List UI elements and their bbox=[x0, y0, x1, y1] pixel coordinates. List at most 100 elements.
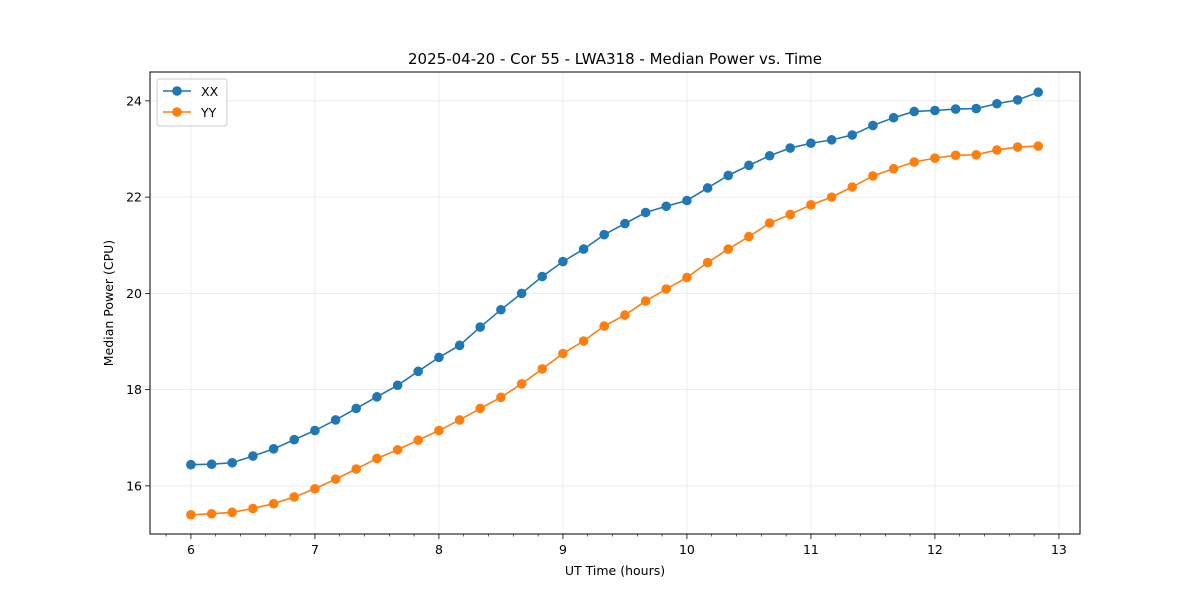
data-point-xx bbox=[971, 103, 982, 114]
data-point-xx bbox=[310, 425, 320, 436]
y-tick-label: 22 bbox=[126, 190, 142, 205]
legend-marker-yy bbox=[172, 107, 182, 117]
data-point-yy bbox=[702, 257, 713, 268]
data-point-yy bbox=[1033, 141, 1044, 151]
data-point-yy bbox=[392, 444, 403, 455]
data-point-xx bbox=[723, 170, 734, 181]
data-point-xx bbox=[909, 106, 920, 117]
chart-title: 2025-04-20 - Cor 55 - LWA318 - Median Po… bbox=[408, 50, 822, 68]
data-point-yy bbox=[847, 182, 858, 192]
data-point-yy bbox=[454, 415, 465, 425]
legend: XX YY bbox=[156, 78, 228, 127]
data-point-yy bbox=[248, 503, 258, 514]
y-tick-label: 18 bbox=[126, 382, 142, 397]
data-point-yy bbox=[868, 171, 878, 181]
data-point-yy bbox=[516, 379, 527, 389]
data-point-xx bbox=[227, 457, 238, 468]
data-point-yy bbox=[682, 272, 692, 283]
x-tick-label: 10 bbox=[679, 542, 695, 557]
data-point-xx bbox=[888, 112, 899, 123]
data-point-xx bbox=[186, 459, 196, 470]
x-tick-label: 12 bbox=[927, 542, 943, 557]
data-point-yy bbox=[434, 425, 444, 436]
data-point-yy bbox=[578, 336, 589, 346]
data-point-yy bbox=[330, 474, 341, 484]
data-point-xx bbox=[930, 105, 940, 116]
data-point-yy bbox=[640, 296, 651, 306]
data-point-yy bbox=[930, 153, 940, 163]
data-point-xx bbox=[1033, 87, 1044, 98]
data-point-xx bbox=[599, 229, 610, 240]
data-point-xx bbox=[806, 138, 816, 149]
data-point-xx bbox=[289, 434, 300, 445]
y-tick-label: 24 bbox=[126, 93, 142, 108]
data-point-xx bbox=[950, 104, 961, 114]
data-point-yy bbox=[661, 284, 672, 294]
data-point-xx bbox=[847, 130, 858, 140]
data-point-yy bbox=[806, 200, 816, 210]
data-point-xx bbox=[744, 160, 754, 171]
data-point-xx bbox=[620, 218, 630, 229]
data-point-xx bbox=[248, 451, 258, 461]
data-point-yy bbox=[310, 483, 320, 494]
y-tick-label: 20 bbox=[126, 286, 142, 301]
data-point-yy bbox=[496, 392, 506, 403]
data-point-yy bbox=[764, 218, 775, 228]
data-point-yy bbox=[289, 492, 300, 502]
data-point-xx bbox=[454, 340, 465, 351]
x-tick-label: 6 bbox=[187, 542, 195, 557]
data-point-yy bbox=[992, 145, 1002, 155]
data-point-yy bbox=[785, 209, 796, 220]
data-point-yy bbox=[888, 163, 899, 174]
data-point-xx bbox=[661, 201, 672, 212]
data-point-yy bbox=[950, 150, 961, 161]
data-point-xx bbox=[537, 271, 548, 282]
legend-marker-xx bbox=[172, 86, 182, 96]
data-point-xx bbox=[434, 352, 444, 363]
data-point-yy bbox=[826, 192, 837, 202]
data-point-yy bbox=[206, 508, 217, 519]
data-point-xx bbox=[268, 444, 279, 454]
data-point-yy bbox=[413, 435, 424, 445]
x-tick-label: 7 bbox=[311, 542, 319, 557]
data-point-xx bbox=[372, 392, 382, 402]
data-point-xx bbox=[578, 244, 589, 254]
data-point-xx bbox=[413, 366, 424, 377]
y-axis-label: Median Power (CPU) bbox=[101, 240, 116, 366]
data-point-xx bbox=[702, 183, 713, 193]
data-point-yy bbox=[620, 310, 630, 320]
data-point-yy bbox=[268, 498, 279, 509]
data-point-xx bbox=[330, 415, 341, 425]
data-point-yy bbox=[1012, 142, 1023, 152]
data-point-yy bbox=[227, 507, 238, 518]
y-tick-label: 16 bbox=[126, 478, 142, 493]
x-tick-label: 13 bbox=[1051, 542, 1067, 557]
data-point-yy bbox=[744, 231, 754, 242]
data-point-xx bbox=[826, 135, 837, 145]
data-point-yy bbox=[971, 149, 982, 160]
data-point-xx bbox=[475, 322, 486, 332]
x-tick-label: 9 bbox=[559, 542, 567, 557]
data-point-xx bbox=[682, 195, 692, 206]
data-point-yy bbox=[723, 244, 734, 254]
data-point-xx bbox=[764, 150, 775, 161]
x-tick-label: 11 bbox=[803, 542, 819, 557]
data-point-xx bbox=[868, 120, 878, 131]
plot-frame bbox=[149, 71, 1081, 535]
data-point-xx bbox=[1012, 95, 1023, 105]
data-point-xx bbox=[351, 403, 362, 414]
data-point-yy bbox=[537, 364, 548, 374]
x-tick-label: 8 bbox=[435, 542, 443, 557]
data-point-yy bbox=[599, 321, 610, 331]
data-point-yy bbox=[351, 464, 362, 474]
legend-label-xx: XX bbox=[201, 84, 219, 99]
data-point-xx bbox=[785, 143, 796, 153]
data-point-yy bbox=[186, 509, 196, 520]
grid bbox=[150, 72, 1080, 534]
data-point-xx bbox=[206, 459, 217, 470]
data-point-yy bbox=[475, 403, 486, 414]
ticks: 6 7 8 9 10 11 12 13 16 18 20 22 24 bbox=[126, 93, 1067, 557]
x-axis-label: UT Time (hours) bbox=[565, 563, 665, 578]
data-point-xx bbox=[992, 98, 1002, 109]
